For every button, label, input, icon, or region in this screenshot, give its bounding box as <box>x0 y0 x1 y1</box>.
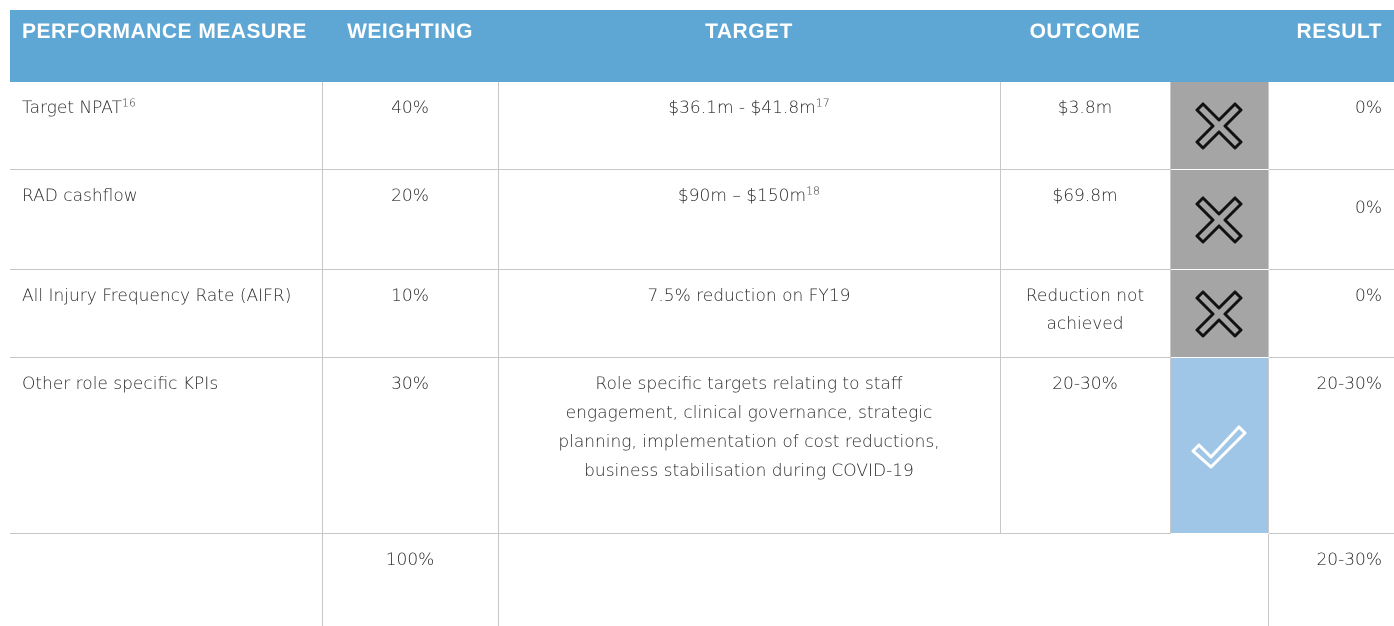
empty-cell <box>10 534 322 626</box>
cell-text: Role specific targets relating to staff … <box>558 374 939 481</box>
cell-text: Other role specific KPIs <box>22 374 218 394</box>
table-row: RAD cashflow 20% $90m – $150m18 $69.8m 0% <box>10 170 1394 270</box>
header-cell: WEIGHTING <box>322 10 498 82</box>
header-cell: OUTCOME <box>1000 10 1170 82</box>
cell-text: All Injury Frequency Rate (AIFR) <box>22 286 291 306</box>
table-row: Other role specific KPIs 30% Role specific… <box>10 358 1394 534</box>
measure-cell: Target NPAT16 <box>10 82 322 170</box>
target-cell: $90m – $150m18 <box>498 170 1000 270</box>
result-cell: 0% <box>1268 170 1394 270</box>
target-cell: Role specific targets relating to staff … <box>498 358 1000 534</box>
target-cell: 7.5% reduction on FY19 <box>498 270 1000 358</box>
cell-text: 0% <box>1355 98 1382 118</box>
cross-icon <box>1193 100 1245 152</box>
table-row: All Injury Frequency Rate (AIFR) 10% 7.5% … <box>10 270 1394 358</box>
measure-cell: RAD cashflow <box>10 170 322 270</box>
cell-text: 20-30% <box>1052 374 1118 394</box>
performance-table: PERFORMANCE MEASURE WEIGHTING TARGET OUT… <box>10 10 1394 626</box>
result-cell: 0% <box>1268 270 1394 358</box>
header-cell: TARGET <box>498 10 1000 82</box>
footnote: 18 <box>806 184 820 197</box>
header-cell: RESULT <box>1268 10 1394 82</box>
cell-text: Target NPAT <box>22 98 122 118</box>
footnote: 16 <box>122 96 136 109</box>
weighting-cell: 40% <box>322 82 498 170</box>
measure-cell: Other role specific KPIs <box>10 358 322 534</box>
weighting-cell: 10% <box>322 270 498 358</box>
cell-text: 0% <box>1355 198 1382 218</box>
cell-text: $3.8m <box>1058 98 1112 118</box>
check-icon <box>1189 421 1249 471</box>
empty-cell <box>498 534 1268 626</box>
measure-cell: All Injury Frequency Rate (AIFR) <box>10 270 322 358</box>
cell-text: 0% <box>1355 286 1382 306</box>
outcome-cell: Reduction not achieved <box>1000 270 1170 358</box>
weighting-cell: 20% <box>322 170 498 270</box>
table-row: Target NPAT16 40% $36.1m - $41.8m17 $3.8m 0% <box>10 82 1394 170</box>
weighting-cell: 30% <box>322 358 498 534</box>
outcome-cell: $3.8m <box>1000 82 1170 170</box>
cell-text: 40% <box>391 98 429 118</box>
cross-icon <box>1193 288 1245 340</box>
footnote: 17 <box>816 96 830 109</box>
cell-text: 10% <box>391 286 429 306</box>
status-cell <box>1170 270 1268 358</box>
header-cell: PERFORMANCE MEASURE <box>10 10 322 82</box>
cell-text: $90m – $150m <box>678 186 806 206</box>
header-row: PERFORMANCE MEASURE WEIGHTING TARGET OUT… <box>10 10 1394 82</box>
cell-text: 100% <box>386 550 435 570</box>
target-cell: $36.1m - $41.8m17 <box>498 82 1000 170</box>
outcome-cell: $69.8m <box>1000 170 1170 270</box>
result-cell: 0% <box>1268 82 1394 170</box>
result-cell: 20-30% <box>1268 358 1394 534</box>
status-cell <box>1170 82 1268 170</box>
total-result: 20-30% <box>1268 534 1394 626</box>
cell-text: 20-30% <box>1316 374 1382 394</box>
total-weighting: 100% <box>322 534 498 626</box>
cell-text: RAD cashflow <box>22 186 138 206</box>
cell-text: $69.8m <box>1052 186 1117 206</box>
cell-text: 30% <box>391 374 429 394</box>
cross-icon <box>1193 194 1245 246</box>
total-row: 100% 20-30% <box>10 534 1394 626</box>
header-cell <box>1170 10 1268 82</box>
cell-text: $36.1m - $41.8m <box>668 98 815 118</box>
cell-text: 20-30% <box>1316 550 1382 570</box>
cell-text: Reduction not achieved <box>1026 286 1144 334</box>
status-cell <box>1170 170 1268 270</box>
status-cell <box>1170 358 1268 534</box>
cell-text: 7.5% reduction on FY19 <box>648 286 851 306</box>
cell-text: 20% <box>391 186 429 206</box>
outcome-cell: 20-30% <box>1000 358 1170 534</box>
